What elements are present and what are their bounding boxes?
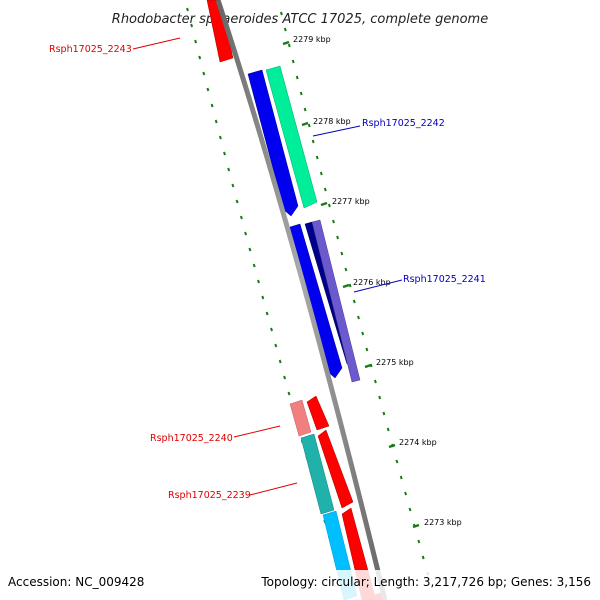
gene-label-rsph17025-2241[interactable]: Rsph17025_2241: [403, 274, 486, 285]
ring-dot: [319, 171, 323, 176]
ring-dot: [323, 187, 327, 192]
tick-label: 2276 kbp: [353, 278, 391, 287]
ring-dot: [344, 267, 348, 272]
ring-dot: [395, 459, 399, 464]
accession-text: Accession: NC_009428: [8, 575, 144, 589]
gene-label-rsph17025-2242[interactable]: Rsph17025_2242: [362, 118, 445, 129]
gene-features[interactable]: [206, 0, 385, 600]
kbp-tick: [320, 201, 328, 207]
genome-backbone: [215, 0, 388, 600]
gene-labels[interactable]: Rsph17025_2243 Rsph17025_2242 Rsph17025_…: [49, 44, 486, 501]
ring-dot: [327, 203, 331, 208]
ring-dot: [235, 199, 239, 204]
tick-label: 2279 kbp: [293, 35, 331, 44]
tick-label: 2274 kbp: [399, 438, 437, 447]
ring-dot: [257, 279, 260, 284]
gene-feature-forward-cds-1[interactable]: [306, 395, 330, 431]
ring-dot: [252, 263, 256, 268]
ring-dot: [373, 379, 377, 384]
ring-dot: [248, 247, 252, 252]
gene-feature-rsph17025-2240[interactable]: [289, 399, 312, 437]
ring-dot: [194, 39, 198, 44]
footer-background: [0, 570, 600, 600]
tick-label: 2273 kbp: [424, 518, 462, 527]
kbp-tick-marks: [282, 40, 420, 529]
ring-dot: [270, 327, 273, 332]
ring-dot: [198, 55, 202, 60]
ring-dot: [231, 183, 235, 188]
gene-label-rsph17025-2240[interactable]: Rsph17025_2240: [150, 433, 233, 444]
ring-dot: [279, 11, 283, 16]
ring-dot: [202, 71, 206, 76]
tick-ring-dots: [186, 7, 430, 576]
ring-dot: [348, 283, 352, 288]
ring-dot: [274, 343, 278, 348]
ring-dot: [352, 299, 356, 304]
ring-dot: [239, 215, 243, 220]
kbp-tick: [342, 283, 350, 289]
ring-dot: [303, 107, 307, 112]
ring-dot: [332, 219, 335, 224]
ring-dot: [214, 119, 218, 124]
ring-dot: [287, 391, 291, 396]
ring-dot: [340, 251, 344, 256]
gene-label-rsph17025-2239[interactable]: Rsph17025_2239: [168, 490, 251, 501]
ring-dot: [386, 427, 390, 432]
ring-dot: [210, 103, 214, 108]
ring-dot: [206, 87, 210, 92]
kbp-tick: [412, 523, 420, 529]
ring-dot: [283, 375, 287, 380]
ring-dot: [227, 167, 231, 172]
ring-dot: [315, 155, 319, 160]
ring-dot: [382, 411, 386, 416]
ring-dot: [417, 539, 421, 544]
ring-dot: [408, 507, 412, 512]
gene-feature-forward-cds-2[interactable]: [317, 429, 354, 509]
ring-dot: [399, 475, 403, 480]
gene-feature-rsph17025-2241[interactable]: [311, 219, 361, 383]
tick-label: 2275 kbp: [376, 358, 414, 367]
ring-dot: [378, 395, 382, 400]
ring-dot: [283, 27, 287, 32]
kbp-tick: [388, 443, 396, 449]
gene-label-rsph17025-2243[interactable]: Rsph17025_2243: [49, 44, 132, 55]
ring-dot: [190, 23, 194, 28]
ring-dot: [265, 311, 269, 316]
gene-label-leaders: [132, 37, 403, 496]
gene-feature-rsph17025-2243[interactable]: [206, 0, 234, 63]
tick-label: 2278 kbp: [313, 117, 351, 126]
tick-label: 2277 kbp: [332, 197, 370, 206]
ring-dot: [223, 151, 226, 156]
ring-dot: [311, 139, 315, 144]
ring-dot: [244, 231, 248, 236]
ring-dot: [287, 43, 291, 48]
ring-dot: [278, 359, 282, 364]
ring-dot: [361, 331, 365, 336]
ring-dot: [299, 91, 303, 96]
kbp-tick: [364, 363, 372, 369]
kbp-tick: [301, 121, 309, 127]
gene-feature-rsph17025-2242[interactable]: [265, 65, 318, 209]
ring-dot: [336, 235, 340, 240]
ring-dot: [307, 123, 311, 128]
map-title: Rhodobacter sphaeroides ATCC 17025, comp…: [112, 12, 488, 27]
ring-dot: [365, 347, 369, 352]
ring-dot: [218, 135, 222, 140]
ring-dot: [295, 75, 299, 80]
kbp-tick: [282, 40, 290, 46]
kbp-labels: 2279 kbp 2278 kbp 2277 kbp 2276 kbp 2275…: [293, 35, 462, 527]
ring-dot: [261, 295, 265, 300]
ring-dot: [357, 315, 360, 320]
ring-dot: [404, 491, 408, 496]
genome-summary-text: Topology: circular; Length: 3,217,726 bp…: [260, 575, 591, 589]
ring-dot: [421, 555, 425, 560]
gene-feature-rsph17025-2239[interactable]: [300, 433, 335, 515]
ring-dot: [186, 7, 189, 12]
ring-dot: [291, 59, 295, 64]
